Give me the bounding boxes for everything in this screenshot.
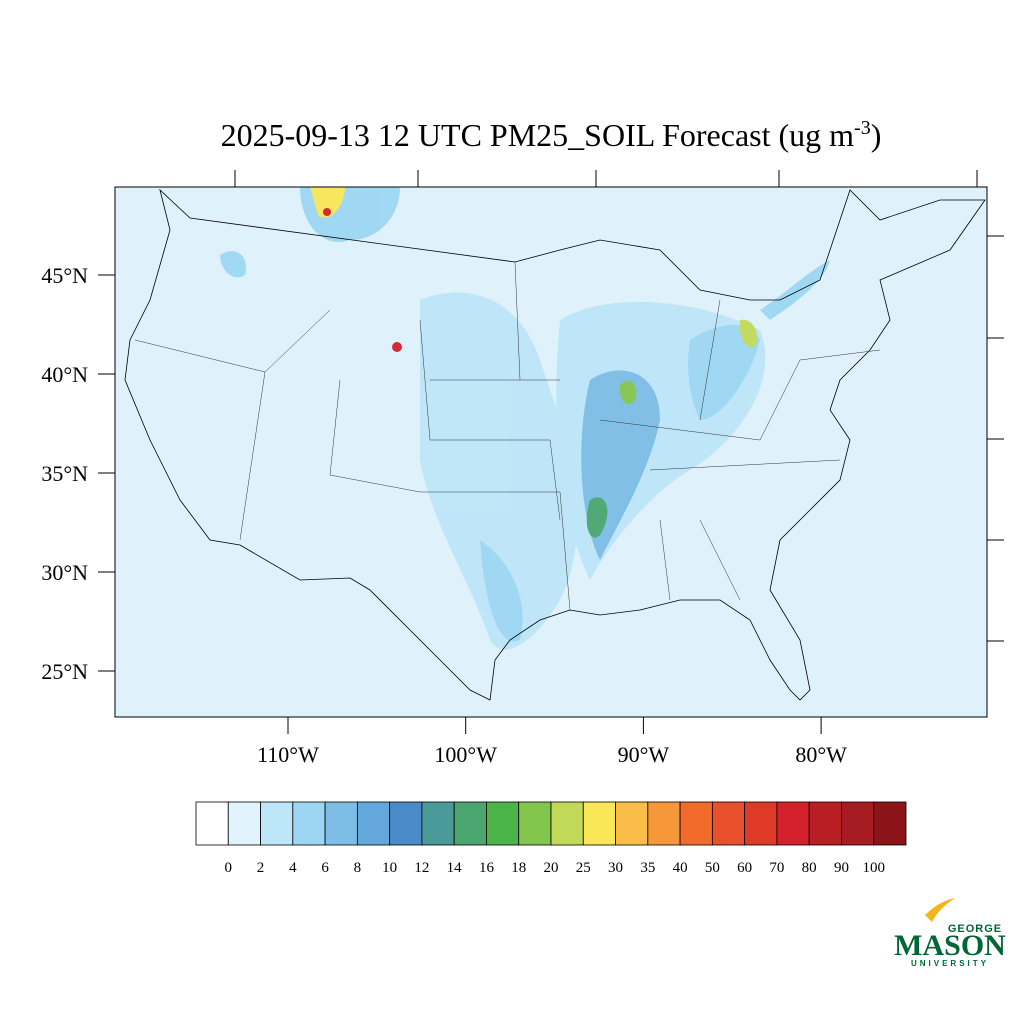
colorbar: 0 2 4 6 8 10 12 14 16 18 20 25 30 35 40 50 60 70 80 90 100 xyxy=(195,801,907,876)
logo: GEORGE MASON UNIVERSITY xyxy=(894,898,1006,968)
colorbar-label: 60 xyxy=(737,860,752,876)
colorbar-box xyxy=(486,801,520,846)
title-close: ) xyxy=(871,117,882,153)
colorbar-label: 12 xyxy=(414,860,429,876)
colorbar-label: 6 xyxy=(321,860,329,876)
colorbar-label: 50 xyxy=(705,860,720,876)
colorbar-box xyxy=(324,801,358,846)
colorbar-box xyxy=(421,801,455,846)
colorbar-box xyxy=(582,801,616,846)
logo-bottom: UNIVERSITY xyxy=(911,959,989,968)
colorbar-box xyxy=(227,801,261,846)
colorbar-label: 80 xyxy=(802,860,817,876)
colorbar-label: 0 xyxy=(225,860,233,876)
colorbar-label: 25 xyxy=(576,860,591,876)
colorbar-label: 16 xyxy=(479,860,495,876)
colorbar-box xyxy=(744,801,778,846)
lat-label: 25°N xyxy=(41,659,88,684)
colorbar-label: 90 xyxy=(834,860,849,876)
lat-label: 45°N xyxy=(41,263,88,288)
colorbar-box xyxy=(550,801,584,846)
colorbar-box xyxy=(873,801,907,846)
lon-label: 90°W xyxy=(618,742,670,767)
map-frame xyxy=(114,186,988,718)
lon-label: 100°W xyxy=(434,742,497,767)
colorbar-label: 30 xyxy=(608,860,623,876)
colorbar-label: 40 xyxy=(673,860,688,876)
colorbar-label: 4 xyxy=(289,860,297,876)
lat-label: 35°N xyxy=(41,461,88,486)
lat-label: 40°N xyxy=(41,362,88,387)
axes: 45°N 40°N 35°N 30°N 25°N 110°W 100°W 90°W 80°W xyxy=(41,263,847,767)
field xyxy=(220,187,830,650)
colorbar-label: 18 xyxy=(511,860,526,876)
colorbar-box xyxy=(711,801,746,846)
logo-swoosh xyxy=(925,898,955,922)
colorbar-box xyxy=(389,801,423,846)
colorbar-label: 2 xyxy=(257,860,265,876)
colorbar-box xyxy=(841,801,875,846)
lon-label: 110°W xyxy=(257,742,319,767)
map-area xyxy=(114,170,1004,718)
colorbar-box xyxy=(356,801,391,846)
lat-label: 30°N xyxy=(41,560,88,585)
colorbar-label: 14 xyxy=(447,860,463,876)
title-text: 2025-09-13 12 UTC PM25_SOIL Forecast (ug… xyxy=(221,117,855,153)
title-superscript: -3 xyxy=(854,117,871,139)
colorbar-label: 35 xyxy=(640,860,655,876)
colorbar-box xyxy=(518,801,552,846)
colorbar-box xyxy=(615,801,649,846)
logo-main: MASON xyxy=(894,929,1006,962)
colorbar-box xyxy=(292,801,326,846)
colorbar-box xyxy=(808,801,842,846)
colorbar-label: 100 xyxy=(862,860,885,876)
colorbar-box xyxy=(260,801,294,846)
colorbar-box xyxy=(195,801,229,846)
colorbar-box xyxy=(453,801,487,846)
lon-label: 80°W xyxy=(795,742,847,767)
colorbar-label: 70 xyxy=(769,860,784,876)
frame-ticks xyxy=(234,170,1004,642)
colorbar-label: 8 xyxy=(354,860,362,876)
colorbar-label: 10 xyxy=(382,860,397,876)
colorbar-box xyxy=(647,801,681,846)
logo-top: GEORGE xyxy=(948,923,1002,935)
colorbar-label: 20 xyxy=(544,860,559,876)
map-title: 2025-09-13 12 UTC PM25_SOIL Forecast (ug… xyxy=(221,117,882,153)
colorbar-box xyxy=(776,801,810,846)
colorbar-box xyxy=(679,801,713,846)
